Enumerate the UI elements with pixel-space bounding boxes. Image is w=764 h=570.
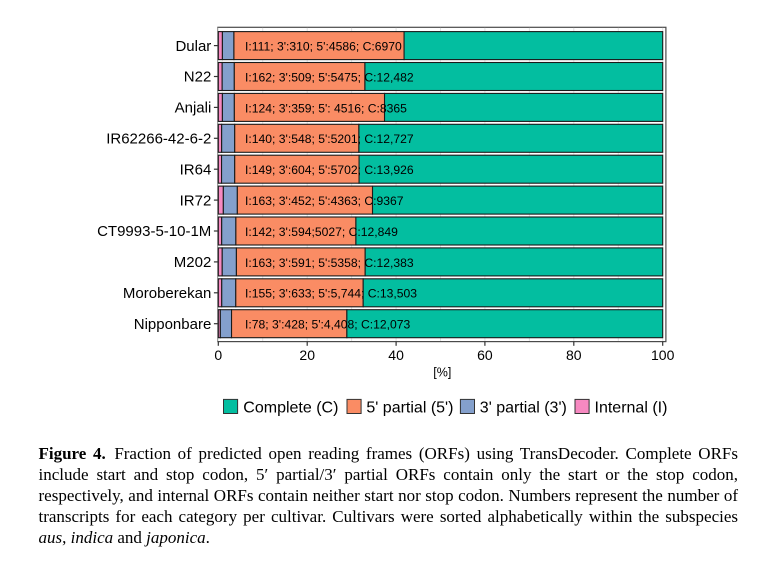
svg-text:I:142; 3':594;5027; C:12,849: I:142; 3':594;5027; C:12,849 <box>245 225 398 239</box>
svg-text:IR72: IR72 <box>180 192 212 209</box>
svg-text:I:124; 3':359; 5': 4516; C:836: I:124; 3':359; 5': 4516; C:8365 <box>245 101 407 115</box>
svg-text:Nipponbare: Nipponbare <box>134 316 212 333</box>
svg-text:I:78; 3':428; 5':4,408; C:12,0: I:78; 3':428; 5':4,408; C:12,073 <box>245 318 411 332</box>
svg-text:I:155; 3':633; 5':5,744; C:13,: I:155; 3':633; 5':5,744; C:13,503 <box>245 287 417 301</box>
svg-text:Complete (C): Complete (C) <box>243 399 338 416</box>
svg-text:60: 60 <box>477 347 493 363</box>
svg-text:I:163; 3':591; 5':5358; C:12,3: I:163; 3':591; 5':5358; C:12,383 <box>245 256 414 270</box>
svg-text:Moroberekan: Moroberekan <box>123 285 211 302</box>
svg-text:I:162; 3':509; 5':5475; C:12,4: I:162; 3':509; 5':5475; C:12,482 <box>245 70 414 84</box>
svg-text:3' partial (3'): 3' partial (3') <box>480 399 567 416</box>
svg-text:Anjali: Anjali <box>175 100 212 117</box>
svg-text:M202: M202 <box>174 254 212 271</box>
svg-text:I:111; 3':310; 5':4586; C:6970: I:111; 3':310; 5':4586; C:6970 <box>245 40 402 54</box>
svg-text:CT9993-5-10-1M: CT9993-5-10-1M <box>97 223 211 240</box>
svg-text:40: 40 <box>388 347 404 363</box>
svg-text:Dular: Dular <box>175 38 211 55</box>
svg-text:I:163; 3':452; 5':4363; C:9367: I:163; 3':452; 5':4363; C:9367 <box>245 194 404 208</box>
svg-text:IR64: IR64 <box>180 161 212 178</box>
svg-text:Internal (I): Internal (I) <box>595 399 668 416</box>
svg-text:[%]: [%] <box>433 365 451 379</box>
svg-text:20: 20 <box>299 347 315 363</box>
svg-text:I:140; 3':548; 5':5201; C:12,7: I:140; 3':548; 5':5201; C:12,727 <box>245 132 414 146</box>
svg-text:5' partial (5'): 5' partial (5') <box>366 399 453 416</box>
svg-text:100: 100 <box>651 347 675 363</box>
svg-text:I:149; 3':604; 5':5702; C:13,9: I:149; 3':604; 5':5702; C:13,926 <box>245 163 414 177</box>
svg-text:N22: N22 <box>184 69 212 86</box>
svg-text:0: 0 <box>214 347 222 363</box>
svg-text:80: 80 <box>566 347 582 363</box>
svg-text:IR62266-42-6-2: IR62266-42-6-2 <box>106 131 211 148</box>
